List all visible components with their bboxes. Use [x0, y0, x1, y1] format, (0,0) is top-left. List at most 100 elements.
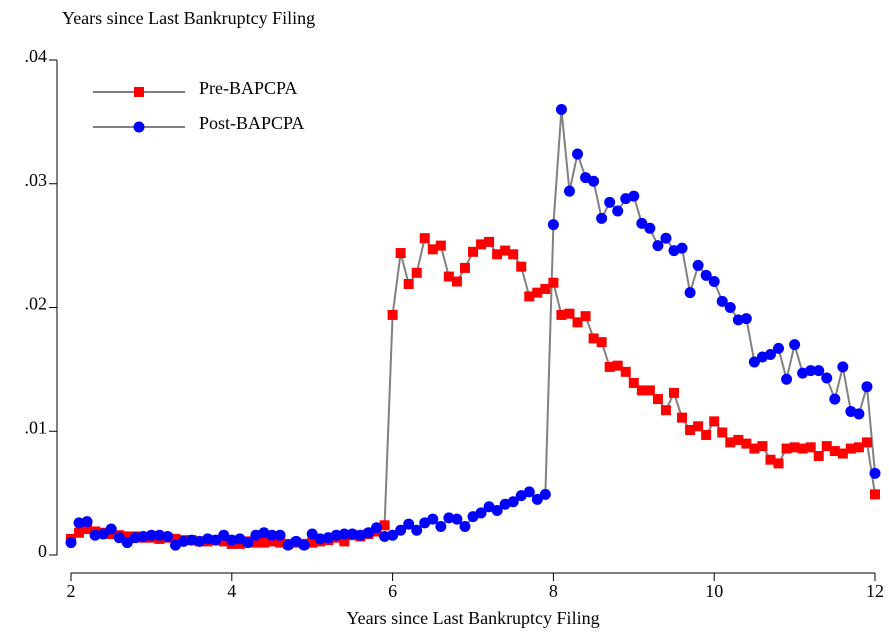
data-point [137, 530, 149, 542]
data-point [660, 405, 671, 416]
data-point [242, 537, 254, 549]
data-point [491, 504, 503, 516]
data-point [81, 516, 93, 528]
data-point [170, 533, 181, 544]
data-point [821, 372, 833, 384]
data-point [226, 534, 238, 546]
data-point [468, 246, 478, 257]
data-point [813, 365, 825, 377]
data-point [547, 219, 559, 231]
data-point [427, 244, 438, 255]
data-point [516, 261, 527, 272]
data-point [732, 314, 744, 326]
data-point [676, 242, 688, 254]
data-point [708, 276, 720, 288]
data-point [644, 222, 656, 234]
data-point [153, 529, 165, 541]
data-point [427, 513, 439, 525]
legend-marker [134, 87, 144, 97]
data-point [451, 513, 463, 525]
y-tick-label: .03 [25, 170, 48, 190]
data-point [563, 185, 575, 197]
data-point [395, 248, 406, 259]
data-point [250, 537, 261, 548]
data-point [484, 236, 495, 247]
data-point [531, 493, 543, 505]
data-point [476, 239, 487, 250]
data-point [218, 529, 230, 541]
data-point [338, 528, 350, 540]
data-point [275, 537, 286, 548]
data-point [459, 262, 470, 273]
data-point [73, 517, 85, 529]
data-point [749, 443, 760, 454]
data-point [773, 342, 785, 354]
x-tick-label: 8 [549, 581, 558, 601]
data-point [773, 458, 784, 469]
data-point [765, 454, 776, 465]
data-point [145, 529, 157, 541]
data-point [669, 387, 679, 398]
data-point [540, 283, 551, 294]
data-point [314, 533, 326, 545]
data-point [267, 536, 277, 547]
data-point [684, 287, 696, 299]
data-point [580, 311, 591, 322]
x-tick-label: 12 [866, 581, 884, 601]
data-point [685, 425, 696, 436]
data-point [492, 249, 503, 260]
data-point [861, 381, 873, 393]
data-point [89, 529, 101, 541]
y-axis-title: Years since Last Bankruptcy Filing [62, 8, 315, 28]
data-point [797, 443, 808, 454]
data-point [387, 529, 399, 541]
data-point [307, 537, 318, 548]
data-point [202, 533, 214, 545]
x-tick-label: 2 [67, 581, 76, 601]
data-point [121, 537, 133, 549]
data-point [628, 377, 639, 388]
legend-marker [133, 121, 145, 133]
data-point [588, 175, 600, 187]
data-point [789, 339, 801, 351]
data-point [781, 443, 792, 454]
data-point [411, 524, 423, 536]
data-point [555, 104, 567, 115]
x-tick-label: 6 [388, 581, 397, 601]
data-point [764, 349, 776, 361]
data-point [652, 240, 664, 252]
data-point [604, 361, 615, 372]
data-point [411, 267, 422, 278]
data-point [403, 278, 414, 289]
data-point [218, 536, 229, 547]
data-point [475, 507, 487, 519]
data-point [692, 259, 704, 271]
data-point [298, 539, 310, 551]
data-point [306, 528, 318, 540]
data-point [459, 521, 471, 533]
data-point [330, 529, 342, 541]
data-point [258, 537, 269, 548]
data-point [451, 276, 462, 287]
data-point [677, 412, 688, 423]
y-tick-label: .01 [25, 417, 48, 437]
data-point [178, 535, 190, 547]
data-point [861, 437, 872, 448]
data-point [700, 269, 712, 281]
data-point [572, 148, 584, 160]
data-point [781, 373, 793, 385]
data-point [65, 537, 77, 549]
data-point [644, 385, 655, 396]
data-point [387, 309, 398, 320]
data-point [853, 442, 864, 453]
data-point [161, 530, 173, 542]
series-line [70, 109, 876, 547]
data-point [403, 518, 415, 530]
data-point [186, 534, 198, 546]
legend-label: Post-BAPCPA [199, 113, 304, 133]
data-point [805, 365, 817, 377]
data-point [210, 534, 222, 546]
data-point [740, 313, 752, 325]
data-point [339, 536, 350, 547]
data-point [604, 196, 616, 208]
